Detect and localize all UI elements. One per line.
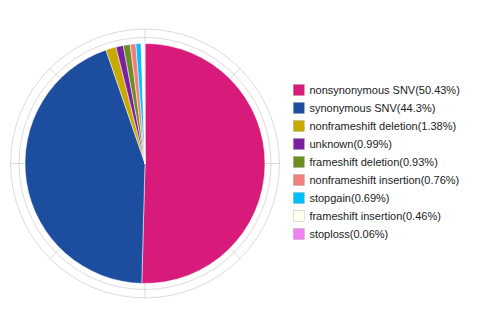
pie-area bbox=[11, 29, 280, 298]
legend-item: synonymous SNV(44.3%) bbox=[293, 102, 435, 114]
legend-swatch bbox=[293, 193, 304, 204]
legend-label: nonsynonymous SNV(50.43%) bbox=[309, 84, 459, 96]
legend-label: unknown(0.99%) bbox=[309, 138, 392, 150]
grid-circle bbox=[11, 29, 280, 298]
slice bbox=[123, 44, 145, 163]
slice bbox=[130, 44, 145, 164]
legend-item: frameshift insertion(0.46%) bbox=[293, 210, 440, 222]
legend-swatch bbox=[293, 175, 304, 186]
legend: nonsynonymous SNV(50.43%) synonymous SNV(… bbox=[293, 84, 459, 240]
legend-item: unknown(0.99%) bbox=[293, 138, 392, 150]
legend-item: nonframeshift insertion(0.76%) bbox=[293, 174, 459, 186]
legend-swatch bbox=[293, 121, 304, 132]
polar-grid bbox=[11, 29, 280, 298]
legend-item: nonframeshift deletion(1.38%) bbox=[293, 120, 456, 132]
slice bbox=[142, 44, 265, 284]
legend-swatch bbox=[293, 229, 304, 240]
legend-item: stopgain(0.69%) bbox=[293, 192, 389, 204]
legend-label: frameshift insertion(0.46%) bbox=[309, 210, 440, 222]
legend-swatch bbox=[293, 85, 304, 96]
legend-swatch bbox=[293, 139, 304, 150]
slice bbox=[136, 44, 145, 164]
legend-label: stopgain(0.69%) bbox=[309, 192, 389, 204]
legend-label: nonframeshift deletion(1.38%) bbox=[309, 120, 456, 132]
legend-label: frameshift deletion(0.93%) bbox=[309, 156, 437, 168]
legend-swatch bbox=[293, 157, 304, 168]
legend-item: frameshift deletion(0.93%) bbox=[293, 156, 437, 168]
slice bbox=[141, 44, 145, 164]
legend-swatch bbox=[293, 103, 304, 114]
legend-swatch bbox=[293, 211, 304, 222]
legend-label: nonframeshift insertion(0.76%) bbox=[309, 174, 459, 186]
slice bbox=[144, 44, 145, 164]
legend-label: synonymous SNV(44.3%) bbox=[309, 102, 435, 114]
slices bbox=[25, 44, 265, 284]
legend-item: stoploss(0.06%) bbox=[293, 228, 388, 240]
chart: nonsynonymous SNV(50.43%) synonymous SNV(… bbox=[0, 0, 500, 327]
legend-item: nonsynonymous SNV(50.43%) bbox=[293, 84, 459, 96]
grid-circle bbox=[19, 38, 271, 290]
legend-label: stoploss(0.06%) bbox=[309, 228, 388, 240]
